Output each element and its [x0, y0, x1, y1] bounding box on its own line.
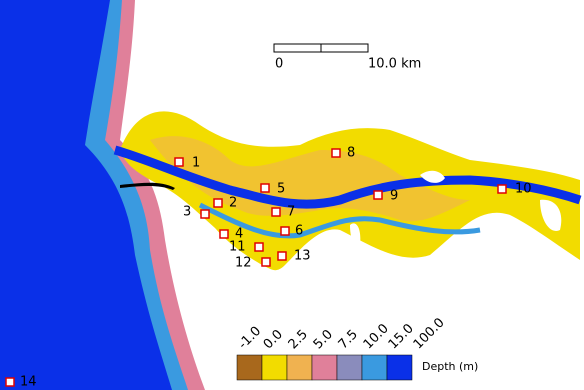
- station-marker: [374, 191, 382, 199]
- legend-label: 0.0: [261, 327, 286, 352]
- station-label: 5: [277, 182, 285, 197]
- scale-start: 0: [275, 57, 283, 72]
- station-marker: [261, 184, 269, 192]
- station-label: 3: [183, 205, 191, 220]
- scale-end: 10.0 km: [368, 57, 421, 72]
- station-label: 7: [287, 205, 295, 220]
- legend-label: 5.0: [311, 327, 336, 352]
- station-marker: [220, 230, 228, 238]
- legend-label: 7.5: [336, 327, 361, 352]
- station-marker: [272, 208, 280, 216]
- station-marker: [281, 227, 289, 235]
- station-marker: [262, 258, 270, 266]
- station-marker: [255, 243, 263, 251]
- station-marker: [278, 252, 286, 260]
- station-label: 6: [295, 224, 303, 239]
- map: 0 10.0 km Depth (m) -1.00.02.55.07.510.0…: [0, 0, 584, 390]
- legend-swatch: [262, 355, 287, 380]
- station-label: 2: [229, 196, 237, 211]
- legend-label: 100.0: [411, 315, 448, 352]
- legend-swatch: [337, 355, 362, 380]
- station-label: 9: [390, 189, 398, 204]
- station-label: 11: [229, 240, 246, 255]
- station-label: 1: [192, 156, 200, 171]
- legend-label: 15.0: [386, 321, 417, 352]
- station-label: 10: [515, 182, 532, 197]
- legend-title: Depth (m): [422, 360, 478, 373]
- legend-label: 10.0: [361, 321, 392, 352]
- station-marker: [332, 149, 340, 157]
- station-marker: [498, 185, 506, 193]
- station-label: 14: [20, 375, 37, 390]
- legend-label: -1.0: [236, 324, 265, 353]
- station-marker: [201, 210, 209, 218]
- legend-swatch: [237, 355, 262, 380]
- scale-bar-left: [274, 44, 321, 52]
- station-label: 13: [294, 249, 311, 264]
- scale-bar-right: [321, 44, 368, 52]
- legend-swatch: [362, 355, 387, 380]
- station-marker: [214, 199, 222, 207]
- station-label: 8: [347, 146, 355, 161]
- station-marker: [175, 158, 183, 166]
- legend-swatch: [387, 355, 412, 380]
- scale-bar: 0 10.0 km: [274, 44, 421, 72]
- station-marker: [6, 378, 14, 386]
- terrain: [0, 0, 580, 390]
- legend-swatch: [312, 355, 337, 380]
- legend-label: 2.5: [286, 327, 311, 352]
- legend-swatch: [287, 355, 312, 380]
- station-label: 12: [235, 256, 252, 271]
